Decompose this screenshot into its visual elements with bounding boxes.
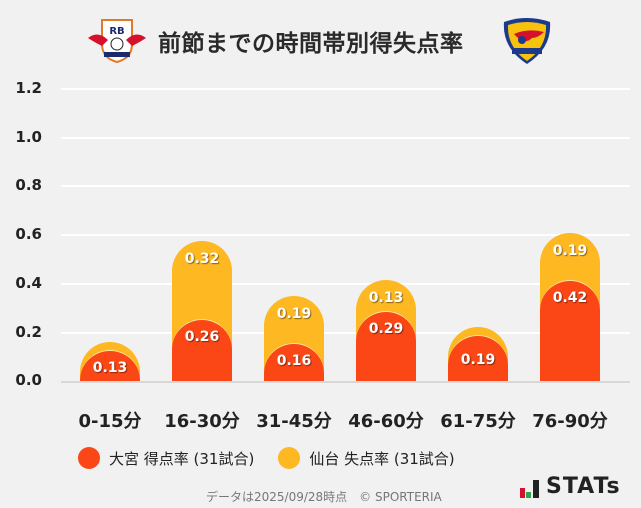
stats-bars-icon (520, 480, 539, 498)
x-tick-label: 16-30分 (164, 411, 240, 432)
gridline (61, 332, 630, 334)
bar-away-value: 0.32 (184, 251, 220, 267)
legend: 大宮 得点率 (31試合) 仙台 失点率 (31試合) (78, 447, 479, 469)
stats-brand: STATs (520, 476, 621, 498)
chart-header: RB 前節までの時間帯別得失点率 (0, 14, 641, 68)
bar-home-segment (448, 335, 508, 383)
stats-brand-text: STATs (546, 474, 621, 499)
bar-away-value: 0.19 (276, 306, 312, 322)
gridline (61, 88, 630, 90)
rb-omiya-crest-icon: RB (88, 19, 146, 64)
gridline (61, 234, 630, 236)
y-tick-label: 0.6 (15, 225, 42, 243)
gridline (61, 137, 630, 139)
x-tick-label: 46-60分 (348, 411, 424, 432)
bar-home-segment (172, 319, 232, 383)
bar-home-value: 0.19 (460, 352, 496, 368)
legend-item-away: 仙台 失点率 (31試合) (278, 447, 455, 469)
bar-home-segment (264, 343, 324, 383)
y-tick-label: 1.2 (15, 79, 42, 97)
svg-text:RB: RB (109, 26, 124, 37)
y-tick-label: 0.2 (15, 323, 42, 341)
bar-away-value: 0.13 (368, 290, 404, 306)
bar-home-value: 0.42 (552, 290, 588, 306)
gridline (61, 185, 630, 187)
legend-dot-away-icon (278, 447, 301, 469)
gridline (61, 283, 630, 285)
x-axis-line (61, 381, 630, 383)
x-tick-label: 76-90分 (532, 411, 608, 432)
bar-home-value: 0.29 (368, 321, 404, 337)
y-tick-label: 0.4 (15, 274, 42, 292)
bar-away-value: 0.19 (552, 243, 588, 259)
legend-item-home: 大宮 得点率 (31試合) (78, 447, 254, 469)
y-tick-label: 0.8 (15, 176, 42, 194)
bar-home-segment (356, 311, 416, 383)
y-tick-label: 0.0 (15, 371, 42, 389)
x-tick-label: 0-15分 (78, 411, 142, 432)
footer-note: データは2025/09/28時点 © SPORTERIA (206, 490, 442, 504)
legend-label-home: 大宮 得点率 (31試合) (109, 449, 255, 468)
vegalta-sendai-crest-icon (503, 18, 551, 64)
bar-home-value: 0.26 (184, 329, 220, 345)
bar-home-value: 0.16 (276, 353, 312, 369)
x-tick-label: 61-75分 (440, 411, 516, 432)
x-tick-label: 31-45分 (256, 411, 332, 432)
legend-dot-home-icon (78, 447, 100, 469)
bar-home-segment (540, 280, 600, 383)
y-tick-label: 1.0 (15, 128, 42, 146)
chart-title: 前節までの時間帯別得失点率 (158, 31, 464, 57)
legend-label-away: 仙台 失点率 (31試合) (309, 449, 455, 468)
bar-home-value: 0.13 (92, 360, 128, 376)
